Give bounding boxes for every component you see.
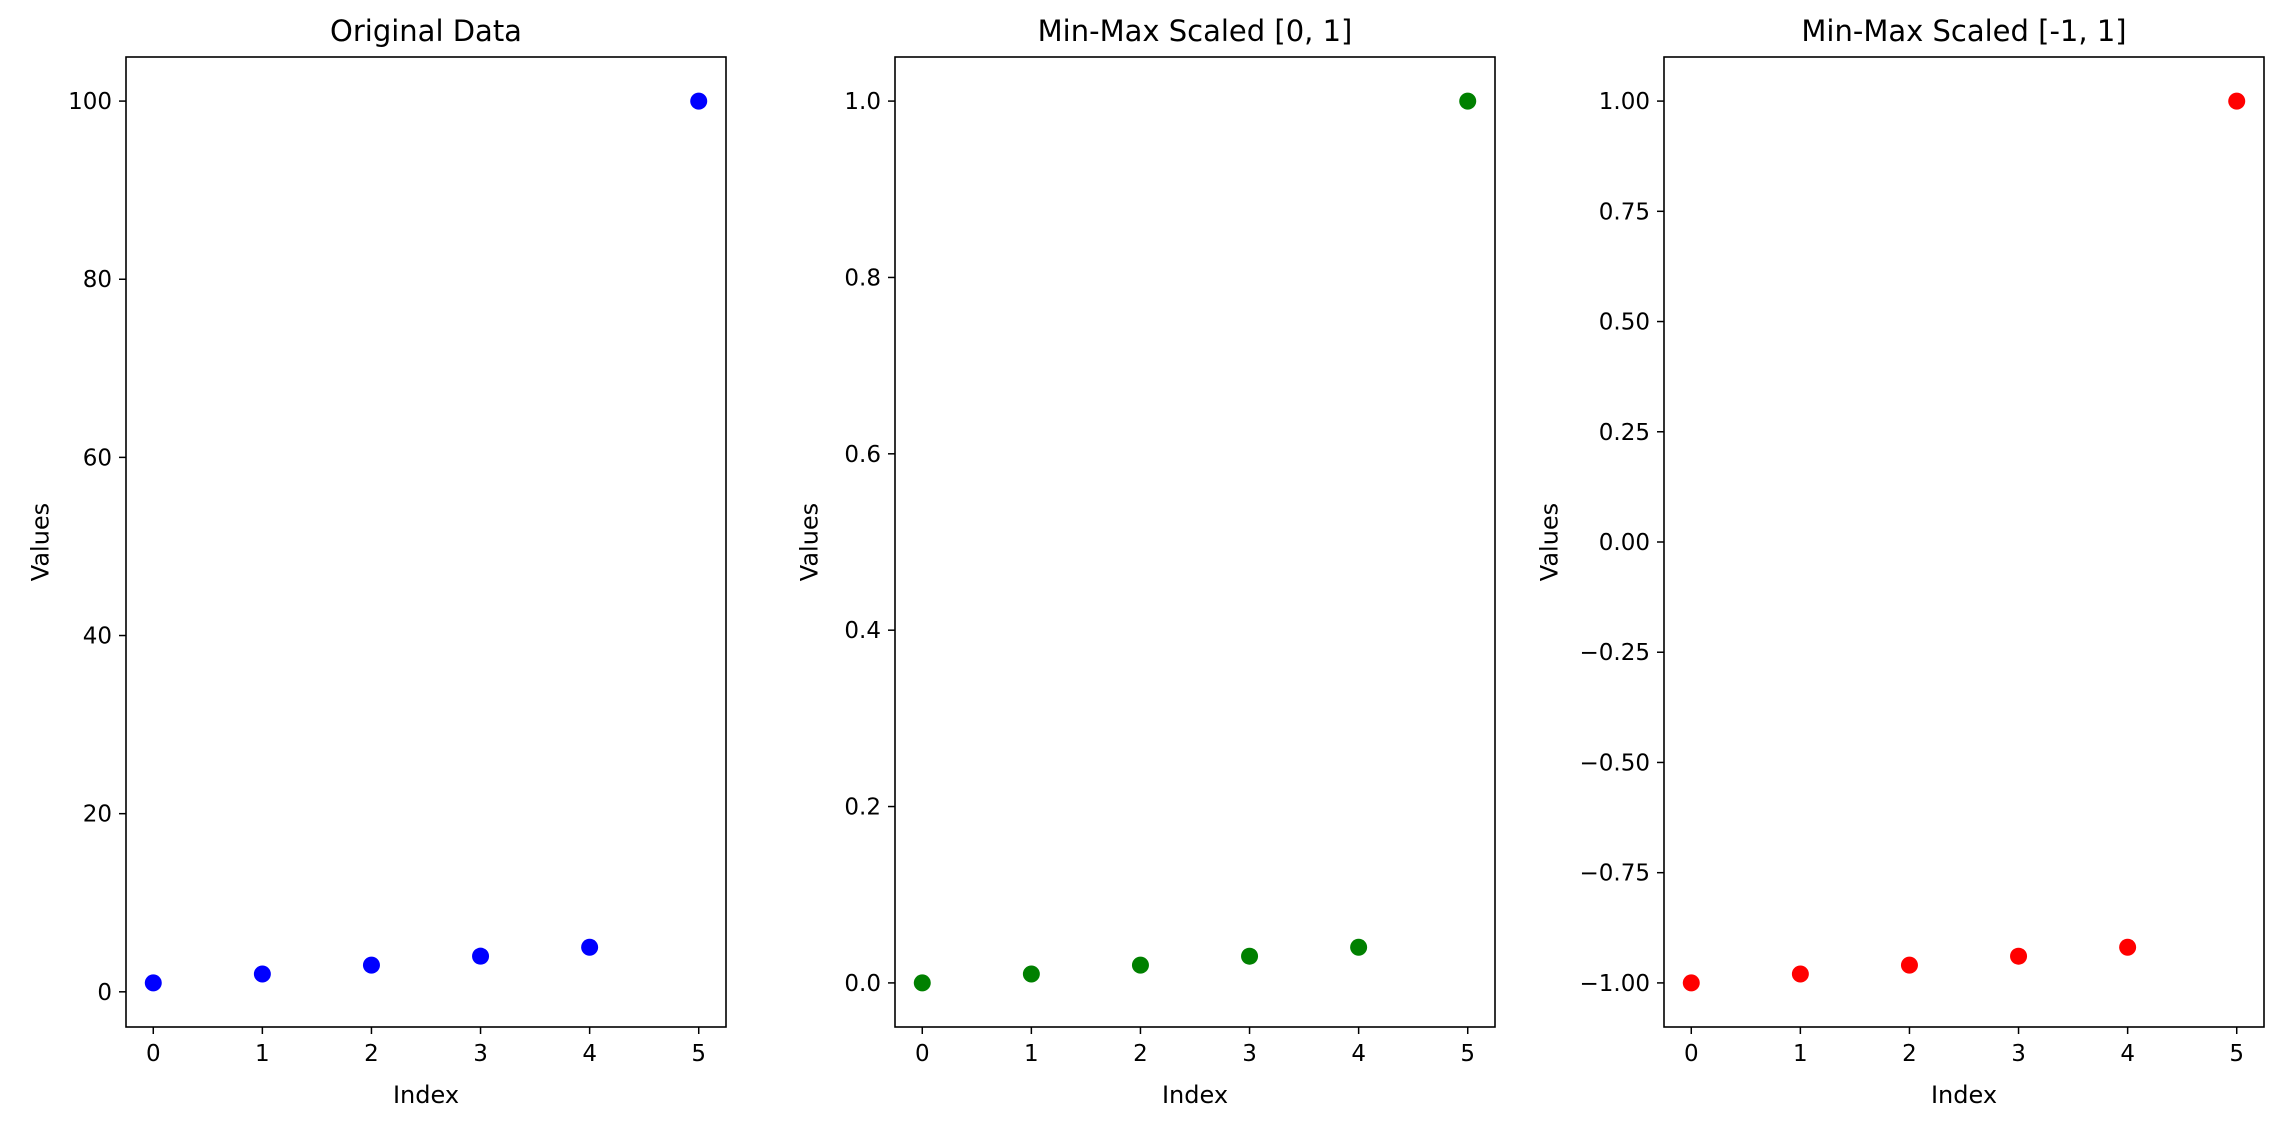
chart-title: Min-Max Scaled [-1, 1]: [1801, 14, 2126, 48]
x-tick-label: 5: [1460, 1041, 1475, 1067]
x-tick-label: 3: [473, 1041, 488, 1067]
y-tick-label: 0.2: [844, 795, 881, 821]
data-point: [1682, 974, 1700, 992]
chart-panel-2: 0 1 2 3 4 5 0.0 0.2 0.4 0.6 0.8 1.0 Min-Max Scaled […: [796, 14, 1496, 1109]
y-tick-label: 1.00: [1599, 89, 1650, 115]
data-point: [1791, 965, 1809, 983]
chart-panel-1: 0 1 2 3 4 5 0 20 40 60 80 100 Original Data Index Valu…: [27, 14, 727, 1109]
data-point: [1241, 947, 1259, 965]
data-point: [1459, 92, 1477, 110]
y-tick-label: 0.6: [844, 442, 881, 468]
plot-area-frame: [1663, 56, 2265, 1028]
x-tick-label: 3: [2011, 1041, 2026, 1067]
y-axis-label: Values: [796, 503, 824, 581]
y-axis-label: Values: [27, 503, 55, 581]
x-tick-label: 0: [915, 1041, 930, 1067]
data-point: [2010, 947, 2028, 965]
x-tick-label: 1: [255, 1041, 270, 1067]
x-tick-label: 0: [1684, 1041, 1699, 1067]
x-tick-label: 2: [1133, 1041, 1148, 1067]
data-point: [2228, 92, 2246, 110]
x-tick-label: 5: [691, 1041, 706, 1067]
data-point: [581, 938, 599, 956]
data-point: [144, 974, 162, 992]
data-point: [1131, 956, 1149, 974]
x-tick-label: 2: [1902, 1041, 1917, 1067]
data-point: [1022, 965, 1040, 983]
data-point: [2119, 938, 2137, 956]
x-axis-label: Index: [393, 1081, 459, 1109]
y-tick-label: 0: [97, 980, 112, 1006]
data-point: [1350, 938, 1368, 956]
data-point: [362, 956, 380, 974]
y-tick-label: 1.0: [844, 89, 881, 115]
data-point: [690, 92, 708, 110]
chart-title: Min-Max Scaled [0, 1]: [1038, 14, 1353, 48]
y-tick-label: 100: [68, 89, 112, 115]
plot-area-frame: [894, 56, 1496, 1028]
y-tick-label: 80: [83, 267, 112, 293]
x-tick-label: 4: [582, 1041, 597, 1067]
data-point: [472, 947, 490, 965]
chart-title: Original Data: [330, 14, 522, 48]
data-point: [913, 974, 931, 992]
y-tick-label: 0.0: [844, 971, 881, 997]
chart-panel-3: 0 1 2 3 4 5 −1.00 −0.75 −0.50 −0.25 0.00 0.25 0.50 0.…: [1536, 14, 2265, 1109]
y-tick-label: 0.50: [1599, 310, 1650, 336]
x-axis-label: Index: [1162, 1081, 1228, 1109]
y-tick-label: −1.00: [1580, 971, 1650, 997]
x-tick-label: 3: [1242, 1041, 1257, 1067]
y-tick-label: 40: [83, 624, 112, 650]
plot-area-frame: [125, 56, 727, 1028]
data-point: [253, 965, 271, 983]
y-tick-label: 0.00: [1599, 530, 1650, 556]
x-axis-label: Index: [1931, 1081, 1997, 1109]
y-tick-label: −0.50: [1580, 750, 1650, 776]
x-tick-label: 4: [2120, 1041, 2135, 1067]
x-tick-label: 0: [146, 1041, 161, 1067]
y-tick-label: 0.25: [1599, 420, 1650, 446]
x-tick-label: 1: [1024, 1041, 1039, 1067]
data-point: [1900, 956, 1918, 974]
y-tick-label: 0.4: [844, 618, 881, 644]
y-tick-label: 20: [83, 802, 112, 828]
y-tick-label: 0.8: [844, 265, 881, 291]
y-tick-label: 0.75: [1599, 199, 1650, 225]
x-tick-label: 5: [2229, 1041, 2244, 1067]
y-tick-label: −0.75: [1580, 861, 1650, 887]
y-tick-label: 60: [83, 445, 112, 471]
x-tick-label: 4: [1351, 1041, 1366, 1067]
y-axis-label: Values: [1536, 503, 1564, 581]
y-tick-label: −0.25: [1580, 640, 1650, 666]
x-tick-label: 2: [364, 1041, 379, 1067]
x-tick-label: 1: [1793, 1041, 1808, 1067]
